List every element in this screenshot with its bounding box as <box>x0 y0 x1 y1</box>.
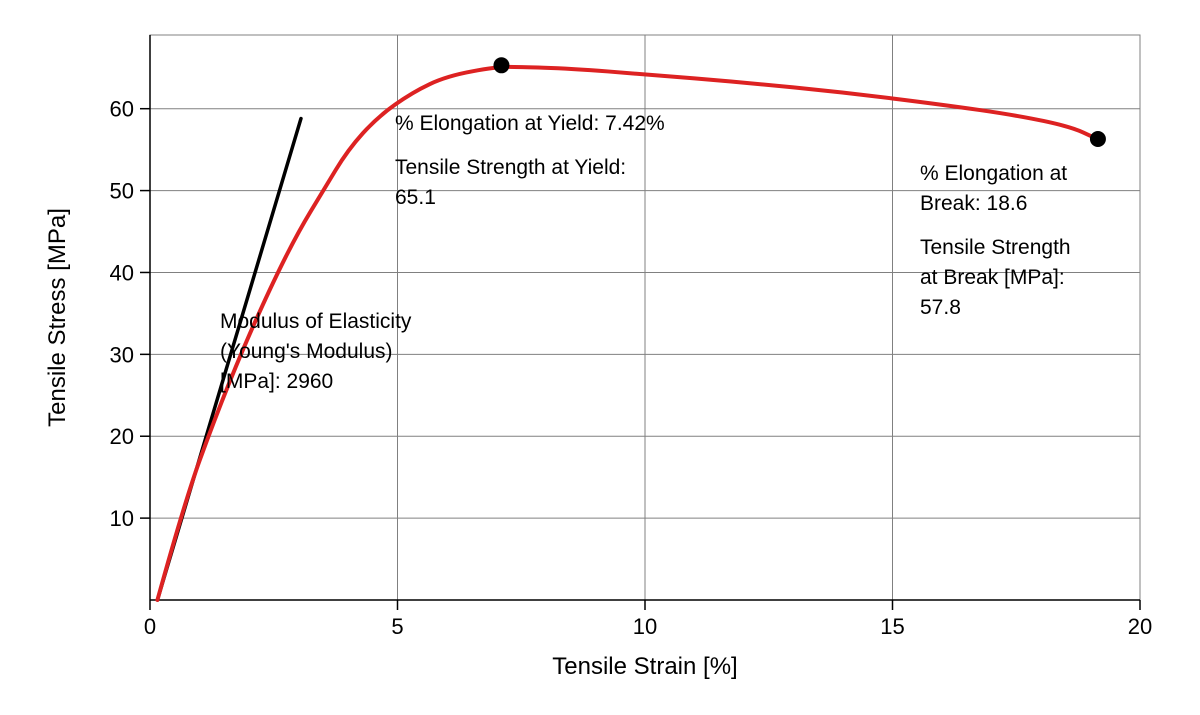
x-tick-label: 0 <box>144 614 156 639</box>
break-annotation-line: % Elongation at <box>920 162 1067 185</box>
modulus-annotation-line: [MPa]: 2960 <box>220 370 333 393</box>
modulus-annotation-line: (Young's Modulus) <box>220 340 393 363</box>
yield-annotation-line: % Elongation at Yield: 7.42% <box>395 112 665 135</box>
stress-strain-curve <box>157 67 1095 600</box>
y-tick-label: 20 <box>110 424 134 449</box>
y-tick-label: 60 <box>110 97 134 122</box>
x-tick-label: 20 <box>1128 614 1152 639</box>
chart-svg: 0 5 10 15 20 10 20 30 40 50 60 Tensile Strain [%] Te… <box>0 0 1200 715</box>
y-axis-label: Tensile Stress [MPa] <box>44 208 71 427</box>
y-tick-label: 40 <box>110 260 134 285</box>
x-tick-label: 15 <box>880 614 904 639</box>
yield-annotation-line: Tensile Strength at Yield: <box>395 156 626 179</box>
break-annotation-line: Tensile Strength <box>920 236 1071 259</box>
x-tick-label: 5 <box>391 614 403 639</box>
modulus-annotation-line: Modulus of Elasticity <box>220 310 412 333</box>
break-annotation-line: at Break [MPa]: <box>920 266 1065 289</box>
y-tick-label: 10 <box>110 506 134 531</box>
break-point-marker <box>1090 131 1106 147</box>
x-tick-label: 10 <box>633 614 657 639</box>
stress-strain-chart: 0 5 10 15 20 10 20 30 40 50 60 Tensile Strain [%] Te… <box>0 0 1200 715</box>
break-annotation-line: 57.8 <box>920 296 961 319</box>
yield-annotation-line: 65.1 <box>395 186 436 209</box>
y-tick-label: 50 <box>110 179 134 204</box>
yield-point-marker <box>493 57 509 73</box>
break-annotation-line: Break: 18.6 <box>920 192 1027 215</box>
x-axis-label: Tensile Strain [%] <box>552 653 737 680</box>
y-tick-label: 30 <box>110 342 134 367</box>
